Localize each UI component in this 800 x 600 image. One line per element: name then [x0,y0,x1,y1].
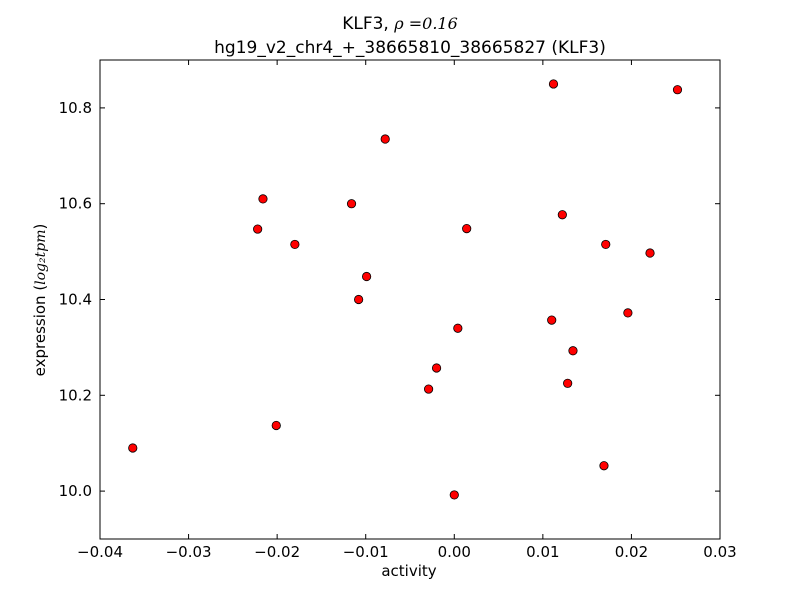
scatter-point [431,363,442,373]
y-tick-label: 10.6 [59,195,92,213]
x-tick-label: −0.02 [254,543,300,561]
x-tick-label: −0.01 [343,543,389,561]
x-tick-label: −0.03 [166,543,212,561]
x-tick-label: −0.04 [77,543,123,561]
data-points [128,79,683,500]
x-axis-ticks: −0.04 −0.03 −0.02 −0.01 0.00 0.01 0.02 0.03 [77,60,737,561]
chart-title-prefix: KLF3, [342,14,394,34]
plot-area-frame [99,59,721,540]
scatter-point [623,308,633,318]
y-tick-label: 10.2 [59,386,92,404]
chart-title: KLF3, ρ =0.16 [342,14,458,34]
x-axis-label: activity [381,562,436,580]
scatter-point [380,134,390,144]
chart-title-math: ρ =0.16 [393,14,458,33]
scatter-point [645,248,655,258]
scatter-point [258,194,268,204]
x-tick-label: 0.01 [526,543,559,561]
scatter-point [568,346,578,356]
y-tick-label: 10.4 [59,291,92,309]
scatter-point [462,224,472,234]
scatter-point [271,420,281,431]
scatter-point [361,271,372,282]
scatter-point [672,85,683,95]
x-tick-label: 0.03 [703,543,736,561]
y-tick-label: 10.8 [59,99,92,117]
scatter-point [128,443,138,453]
scatter-point [563,378,573,388]
x-tick-label: 0.02 [615,543,648,561]
scatter-point [346,199,357,209]
y-axis-label: expression (log₂tpm) [31,224,49,377]
scatter-point [453,323,463,333]
scatter-point [423,384,434,394]
scatter-point [547,315,557,325]
scatter-point [449,490,459,500]
scatter-point [599,461,609,471]
scatter-point [557,210,567,220]
y-axis-label-math: log₂tpm [33,229,49,284]
scatter-point [290,239,300,250]
chart-subtitle: hg19_v2_chr4_+_38665810_38665827 (KLF3) [214,38,606,58]
scatter-point [601,239,611,250]
y-axis-ticks: 10.0 10.2 10.4 10.6 10.8 [59,99,720,500]
scatter-point [253,224,263,234]
y-tick-label: 10.0 [59,482,92,500]
y-axis-label-suffix: ) [31,224,49,230]
x-tick-label: 0.00 [438,543,471,561]
scatter-point [354,294,364,305]
y-axis-label-prefix: expression ( [31,285,49,377]
scatter-point [548,79,559,89]
